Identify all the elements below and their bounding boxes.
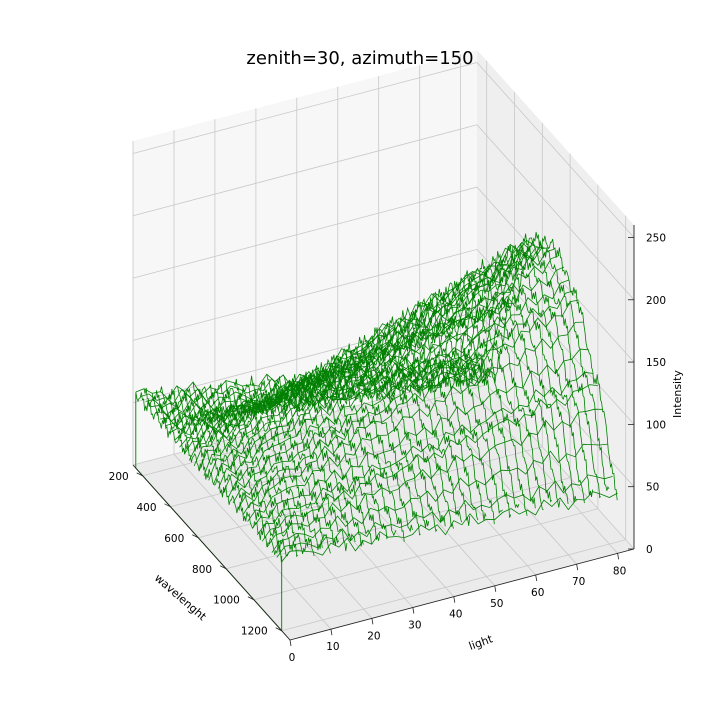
y-tick-label: 0 <box>289 652 296 664</box>
surface-line <box>188 260 526 461</box>
gridline-z <box>132 124 635 301</box>
x-tick <box>136 472 143 477</box>
surface-line <box>227 266 565 498</box>
z-tick-label: 0 <box>646 544 653 556</box>
x-tick-label: 600 <box>164 533 184 545</box>
back-panes <box>133 50 634 640</box>
back-pane-right <box>477 50 634 549</box>
chart-title: zenith=30, azimuth=150 <box>246 48 473 69</box>
x-tick <box>164 503 171 508</box>
x-tick <box>275 627 282 632</box>
z-tick-label: 100 <box>646 419 666 431</box>
surface-line <box>247 321 584 522</box>
surface-line <box>381 286 528 516</box>
y-tick <box>617 553 620 560</box>
surface-line <box>256 371 594 536</box>
x-tick-label: 400 <box>136 502 156 514</box>
y-tick <box>289 639 292 647</box>
surface-line <box>218 248 555 489</box>
surface-line <box>364 297 512 518</box>
y-tick-label: 10 <box>326 641 339 653</box>
surface-line <box>237 290 574 510</box>
surface-line <box>252 348 589 529</box>
x-tick-label: 1000 <box>213 595 240 607</box>
x-axis-label: wavelenght <box>152 571 209 623</box>
surface-line <box>271 443 608 553</box>
surface-line <box>143 387 290 557</box>
surface-line <box>348 306 495 525</box>
surface-line <box>340 310 487 521</box>
x-tick <box>219 565 227 570</box>
axis-lines <box>132 225 635 647</box>
y-tick-label: 40 <box>449 609 462 621</box>
x-tick <box>192 534 199 539</box>
y-tick-label: 20 <box>367 630 380 642</box>
z-axis-label: Intensity <box>671 370 684 418</box>
surface-line <box>471 231 618 501</box>
y-tick <box>494 585 497 592</box>
tick-labels: 2004006008001000120001020304050607080050… <box>109 232 666 664</box>
y-tick-label: 30 <box>408 620 421 632</box>
surface-line <box>135 391 282 563</box>
y-tick-label: 80 <box>613 565 626 577</box>
z-tick-label: 50 <box>646 482 659 494</box>
y-tick <box>453 596 456 603</box>
surface-line <box>232 279 569 504</box>
surface-line <box>198 239 536 472</box>
surface-line <box>276 474 613 558</box>
surface-line <box>242 299 579 516</box>
surface-line <box>266 408 603 548</box>
surface-line <box>203 244 540 477</box>
surface-line <box>281 491 618 563</box>
y-tick-label: 60 <box>531 587 544 599</box>
surface-line <box>261 384 599 542</box>
gridline-z <box>132 373 635 550</box>
z-tick-label: 250 <box>646 232 666 244</box>
surface-wireframe <box>135 231 618 632</box>
y-tick <box>371 618 374 625</box>
z-tick-label: 200 <box>646 295 666 307</box>
z-tick-label: 150 <box>646 357 666 369</box>
surface-line <box>208 246 545 481</box>
gridline-z <box>132 248 635 425</box>
x-tick-label: 200 <box>109 471 129 483</box>
x-tick <box>247 596 255 601</box>
surface-line <box>222 255 560 494</box>
gridline-z <box>132 62 635 238</box>
surface-line <box>332 316 479 521</box>
y-tick <box>330 629 333 636</box>
surface-line <box>422 259 569 504</box>
surface-line <box>160 367 497 428</box>
surface-line <box>438 251 585 504</box>
gridline-z <box>132 186 635 363</box>
surface-line <box>258 364 405 542</box>
y-tick-label: 70 <box>572 576 585 588</box>
y-axis-label: light <box>467 632 495 653</box>
y-tick <box>412 607 415 614</box>
y-tick <box>576 564 579 571</box>
y-tick-label: 50 <box>490 598 503 610</box>
x-tick-label: 1200 <box>241 626 268 638</box>
surface-line <box>164 344 502 431</box>
surface-line <box>213 247 550 485</box>
x-axis-line <box>132 464 291 641</box>
surface-line <box>184 388 331 554</box>
surface-line <box>150 367 487 416</box>
x-tick-label: 800 <box>192 564 212 576</box>
y-tick <box>535 574 538 582</box>
